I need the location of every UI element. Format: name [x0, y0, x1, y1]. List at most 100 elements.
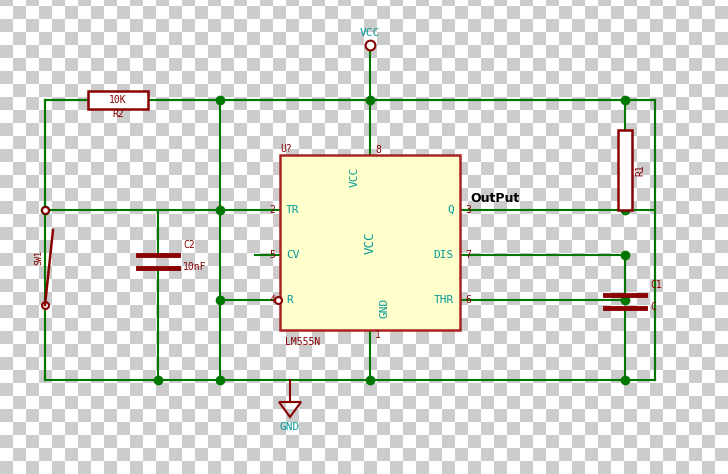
Bar: [598, 383, 611, 396]
Bar: [169, 201, 182, 214]
Bar: [52, 422, 65, 435]
Bar: [312, 305, 325, 318]
Bar: [117, 110, 130, 123]
Bar: [715, 292, 728, 305]
Bar: [325, 357, 338, 370]
Bar: [390, 201, 403, 214]
Bar: [364, 305, 377, 318]
Bar: [312, 175, 325, 188]
Bar: [637, 149, 650, 162]
Bar: [429, 6, 442, 19]
Bar: [403, 201, 416, 214]
Bar: [286, 84, 299, 97]
Bar: [169, 331, 182, 344]
Bar: [104, 175, 117, 188]
Bar: [429, 422, 442, 435]
Bar: [663, 6, 676, 19]
Bar: [182, 201, 195, 214]
Bar: [702, 175, 715, 188]
Bar: [247, 123, 260, 136]
Bar: [65, 448, 78, 461]
Bar: [351, 175, 364, 188]
Bar: [65, 318, 78, 331]
Bar: [234, 240, 247, 253]
Bar: [273, 383, 286, 396]
Bar: [247, 383, 260, 396]
Bar: [286, 58, 299, 71]
Bar: [455, 357, 468, 370]
Bar: [364, 19, 377, 32]
Bar: [390, 344, 403, 357]
Bar: [91, 6, 104, 19]
Bar: [221, 110, 234, 123]
Bar: [650, 396, 663, 409]
Bar: [572, 305, 585, 318]
Bar: [624, 32, 637, 45]
Bar: [117, 162, 130, 175]
Bar: [143, 175, 156, 188]
Bar: [637, 279, 650, 292]
Bar: [78, 357, 91, 370]
Bar: [572, 266, 585, 279]
Bar: [247, 279, 260, 292]
Bar: [234, 6, 247, 19]
Bar: [0, 58, 13, 71]
Bar: [130, 175, 143, 188]
Bar: [39, 422, 52, 435]
Bar: [390, 422, 403, 435]
Bar: [299, 409, 312, 422]
Bar: [468, 396, 481, 409]
Bar: [195, 0, 208, 6]
Bar: [520, 383, 533, 396]
Bar: [182, 110, 195, 123]
Bar: [273, 409, 286, 422]
Bar: [286, 422, 299, 435]
Bar: [624, 188, 637, 201]
Bar: [156, 19, 169, 32]
Bar: [104, 305, 117, 318]
Bar: [533, 279, 546, 292]
Bar: [468, 71, 481, 84]
Bar: [221, 19, 234, 32]
Bar: [143, 357, 156, 370]
Bar: [0, 240, 13, 253]
Bar: [533, 149, 546, 162]
Bar: [130, 32, 143, 45]
Bar: [26, 45, 39, 58]
Bar: [572, 253, 585, 266]
Bar: [221, 214, 234, 227]
Text: LM555N: LM555N: [285, 337, 320, 347]
Bar: [0, 396, 13, 409]
Bar: [273, 422, 286, 435]
Bar: [78, 318, 91, 331]
Bar: [13, 318, 26, 331]
Bar: [364, 175, 377, 188]
Bar: [0, 6, 13, 19]
Bar: [130, 344, 143, 357]
Bar: [442, 227, 455, 240]
Bar: [299, 45, 312, 58]
Bar: [650, 6, 663, 19]
Bar: [65, 58, 78, 71]
Bar: [195, 58, 208, 71]
Bar: [494, 357, 507, 370]
Bar: [546, 0, 559, 6]
Bar: [637, 409, 650, 422]
Bar: [117, 435, 130, 448]
Bar: [286, 370, 299, 383]
Bar: [299, 227, 312, 240]
Bar: [416, 279, 429, 292]
Bar: [611, 149, 624, 162]
Bar: [377, 240, 390, 253]
Bar: [559, 123, 572, 136]
Bar: [104, 97, 117, 110]
Bar: [208, 97, 221, 110]
Bar: [117, 214, 130, 227]
Bar: [208, 175, 221, 188]
Bar: [156, 188, 169, 201]
Bar: [26, 201, 39, 214]
Bar: [533, 422, 546, 435]
Bar: [247, 448, 260, 461]
Bar: [390, 448, 403, 461]
Bar: [585, 32, 598, 45]
